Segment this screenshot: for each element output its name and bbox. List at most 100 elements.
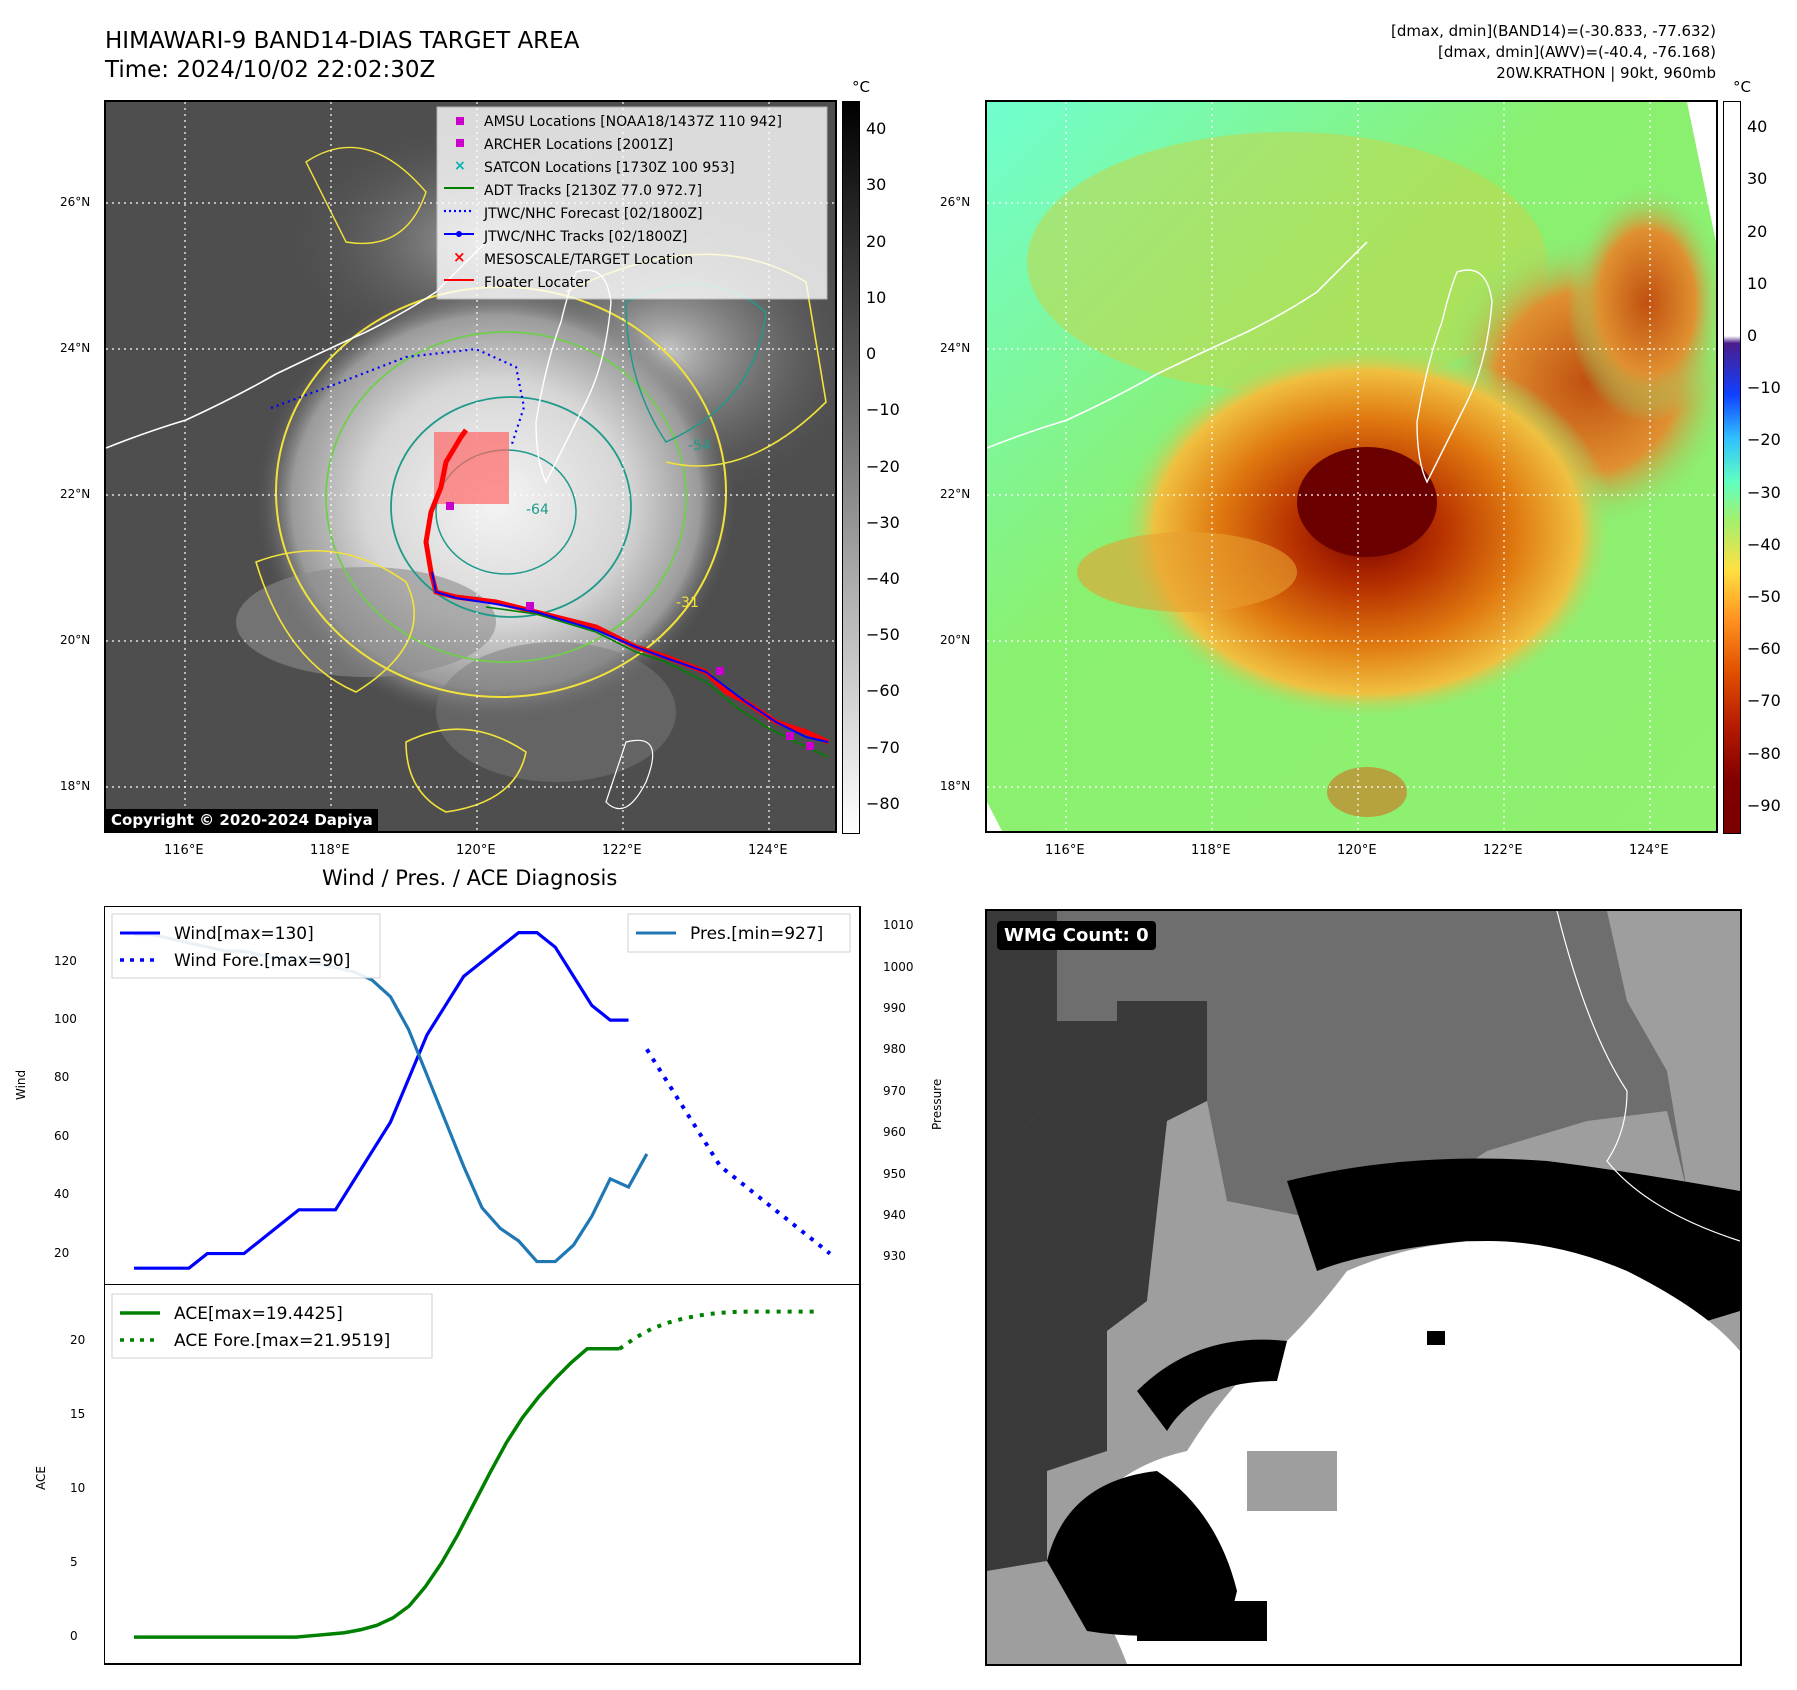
awv-map-panel [985,100,1718,833]
bw-colorbar [842,101,860,834]
wind-ylabel: Wind [14,1069,28,1100]
bw-colorbar-tick-6: −20 [866,456,900,476]
lat-label-18-right: 18°N [940,779,971,793]
lon-label-116-left: 116°E [164,843,204,858]
svg-text:×: × [454,158,466,174]
wind-ytick-label-2: 60 [54,1128,70,1143]
lon-label-120-right: 120°E [1337,843,1377,858]
wmg-panel: WMG Count: 0 [985,909,1742,1666]
legend-jtwc-forecast: JTWC/NHC Forecast [02/1800Z] [483,206,703,222]
bw-colorbar-tick-1: 30 [866,175,887,195]
pres-ytick-label-1: 940 [883,1208,906,1223]
awv-map [987,102,1716,831]
pres-ytick-label-8: 1010 [883,918,914,933]
legend-archer: ARCHER Locations [2001Z] [484,137,673,153]
ace-ytick-label-2: 10 [70,1480,86,1495]
lon-label-118-right: 118°E [1191,843,1231,858]
legend-floater: Floater Locater [484,275,590,291]
ace-chart: ACE[max=19.4425] ACE Fore.[max=21.9519] [104,1284,861,1665]
legend-adt: ADT Tracks [2130Z 77.0 972.7] [484,183,702,199]
series-wind-forecast [645,1048,832,1256]
color-colorbar [1723,101,1741,834]
pres-ytick-label-7: 1000 [883,959,914,974]
info-storm: 20W.KRATHON | 90kt, 960mb [1496,64,1716,82]
diagnosis-title: Wind / Pres. / ACE Diagnosis [322,866,618,890]
pres-ytick-label-3: 960 [883,1125,906,1140]
bw-colorbar-tick-10: −60 [866,681,900,701]
legend-satcon: SATCON Locations [1730Z 100 953] [484,160,735,176]
color-colorbar-tick-2: 20 [1747,221,1768,241]
wind-ytick-label-4: 100 [54,1012,77,1027]
lon-label-120-left: 120°E [456,843,496,858]
info-awv: [dmax, dmin](AWV)=(-40.4, -76.168) [1437,43,1716,61]
lat-label-24-right: 24°N [940,341,971,355]
wind-ytick-label-0: 20 [54,1245,70,1260]
ace-ytick-label-1: 5 [70,1555,78,1569]
bw-colorbar-unit: °C [852,78,870,96]
lat-label-20-right: 20°N [940,633,971,647]
color-colorbar-tick-8: −40 [1747,534,1781,554]
color-colorbar-tick-0: 40 [1747,117,1768,137]
color-colorbar-tick-5: −10 [1747,378,1781,398]
lat-label-20-left: 20°N [60,633,91,647]
color-colorbar-tick-6: −20 [1747,430,1781,450]
color-colorbar-tick-7: −30 [1747,482,1781,502]
bw-colorbar-tick-0: 40 [866,119,887,139]
figure-time: Time: 2024/10/02 22:02:30Z [105,57,436,83]
contour-label-54: -54 [688,438,711,454]
bw-colorbar-tick-5: −10 [866,400,900,420]
color-colorbar-tick-4: 0 [1747,325,1758,345]
legend-wind: Wind[max=130] [174,924,314,944]
figure-title: HIMAWARI-9 BAND14-DIAS TARGET AREA [105,28,580,54]
lon-label-116-right: 116°E [1045,843,1085,858]
pres-ytick-label-4: 970 [883,1083,906,1098]
pressure-ylabel: Pressure [930,1078,944,1130]
pres-ytick-label-6: 990 [883,1001,906,1016]
contour-label-64: -64 [526,502,549,518]
pres-legend: Pres.[min=927] [627,913,851,953]
color-colorbar-tick-9: −50 [1747,587,1781,607]
bw-colorbar-tick-2: 20 [866,231,887,251]
lon-label-124-right: 124°E [1629,843,1669,858]
bw-colorbar-tick-11: −70 [866,737,900,757]
ace-ytick-label-4: 20 [70,1332,86,1347]
color-colorbar-tick-1: 30 [1747,169,1768,189]
bw-colorbar-tick-7: −30 [866,512,900,532]
wind-pressure-chart: Wind[max=130] Wind Fore.[max=90] Pres.[m… [104,906,861,1287]
ace-legend: ACE[max=19.4425] ACE Fore.[max=21.9519] [111,1293,433,1359]
bw-colorbar-tick-3: 10 [866,287,887,307]
lat-label-22-right: 22°N [940,487,971,501]
legend-ace: ACE[max=19.4425] [174,1304,343,1324]
pres-ytick-label-0: 930 [883,1249,906,1264]
lat-label-24-left: 24°N [60,341,91,355]
lat-label-26-left: 26°N [60,195,91,209]
ir-map-panel: -54 -64 -31 × × AMSU Lo [104,100,837,833]
color-colorbar-tick-11: −70 [1747,691,1781,711]
lon-label-122-left: 122°E [602,843,642,858]
wind-ytick-label-1: 40 [54,1187,70,1202]
legend-jtwc-tracks: JTWC/NHC Tracks [02/1800Z] [483,229,687,245]
bw-colorbar-tick-9: −50 [866,625,900,645]
info-band14: [dmax, dmin](BAND14)=(-30.833, -77.632) [1391,22,1716,40]
series-wind [134,930,629,1270]
legend-amsu: AMSU Locations [NOAA18/1437Z 110 942] [484,114,782,130]
color-colorbar-tick-10: −60 [1747,639,1781,659]
wmg-map [987,911,1740,1664]
wind-ytick-label-3: 80 [54,1070,70,1085]
svg-text:×: × [453,248,466,266]
pres-ytick-label-5: 980 [883,1042,906,1057]
copyright: Copyright © 2020-2024 Dapiya [106,809,378,831]
series-ace [134,1347,620,1639]
adt-track [485,606,829,758]
color-colorbar-tick-3: 10 [1747,273,1768,293]
bw-colorbar-tick-12: −80 [866,793,900,813]
lon-label-122-right: 122°E [1483,843,1523,858]
legend-wind-fore: Wind Fore.[max=90] [174,951,350,971]
bw-colorbar-tick-4: 0 [866,344,877,364]
color-colorbar-tick-12: −80 [1747,743,1781,763]
color-colorbar-unit: °C [1733,78,1751,96]
legend-mesoscale: MESOSCALE/TARGET Location [484,252,693,268]
lat-label-22-left: 22°N [60,487,91,501]
bw-colorbar-tick-8: −40 [866,568,900,588]
wind-legend: Wind[max=130] Wind Fore.[max=90] [111,913,381,979]
